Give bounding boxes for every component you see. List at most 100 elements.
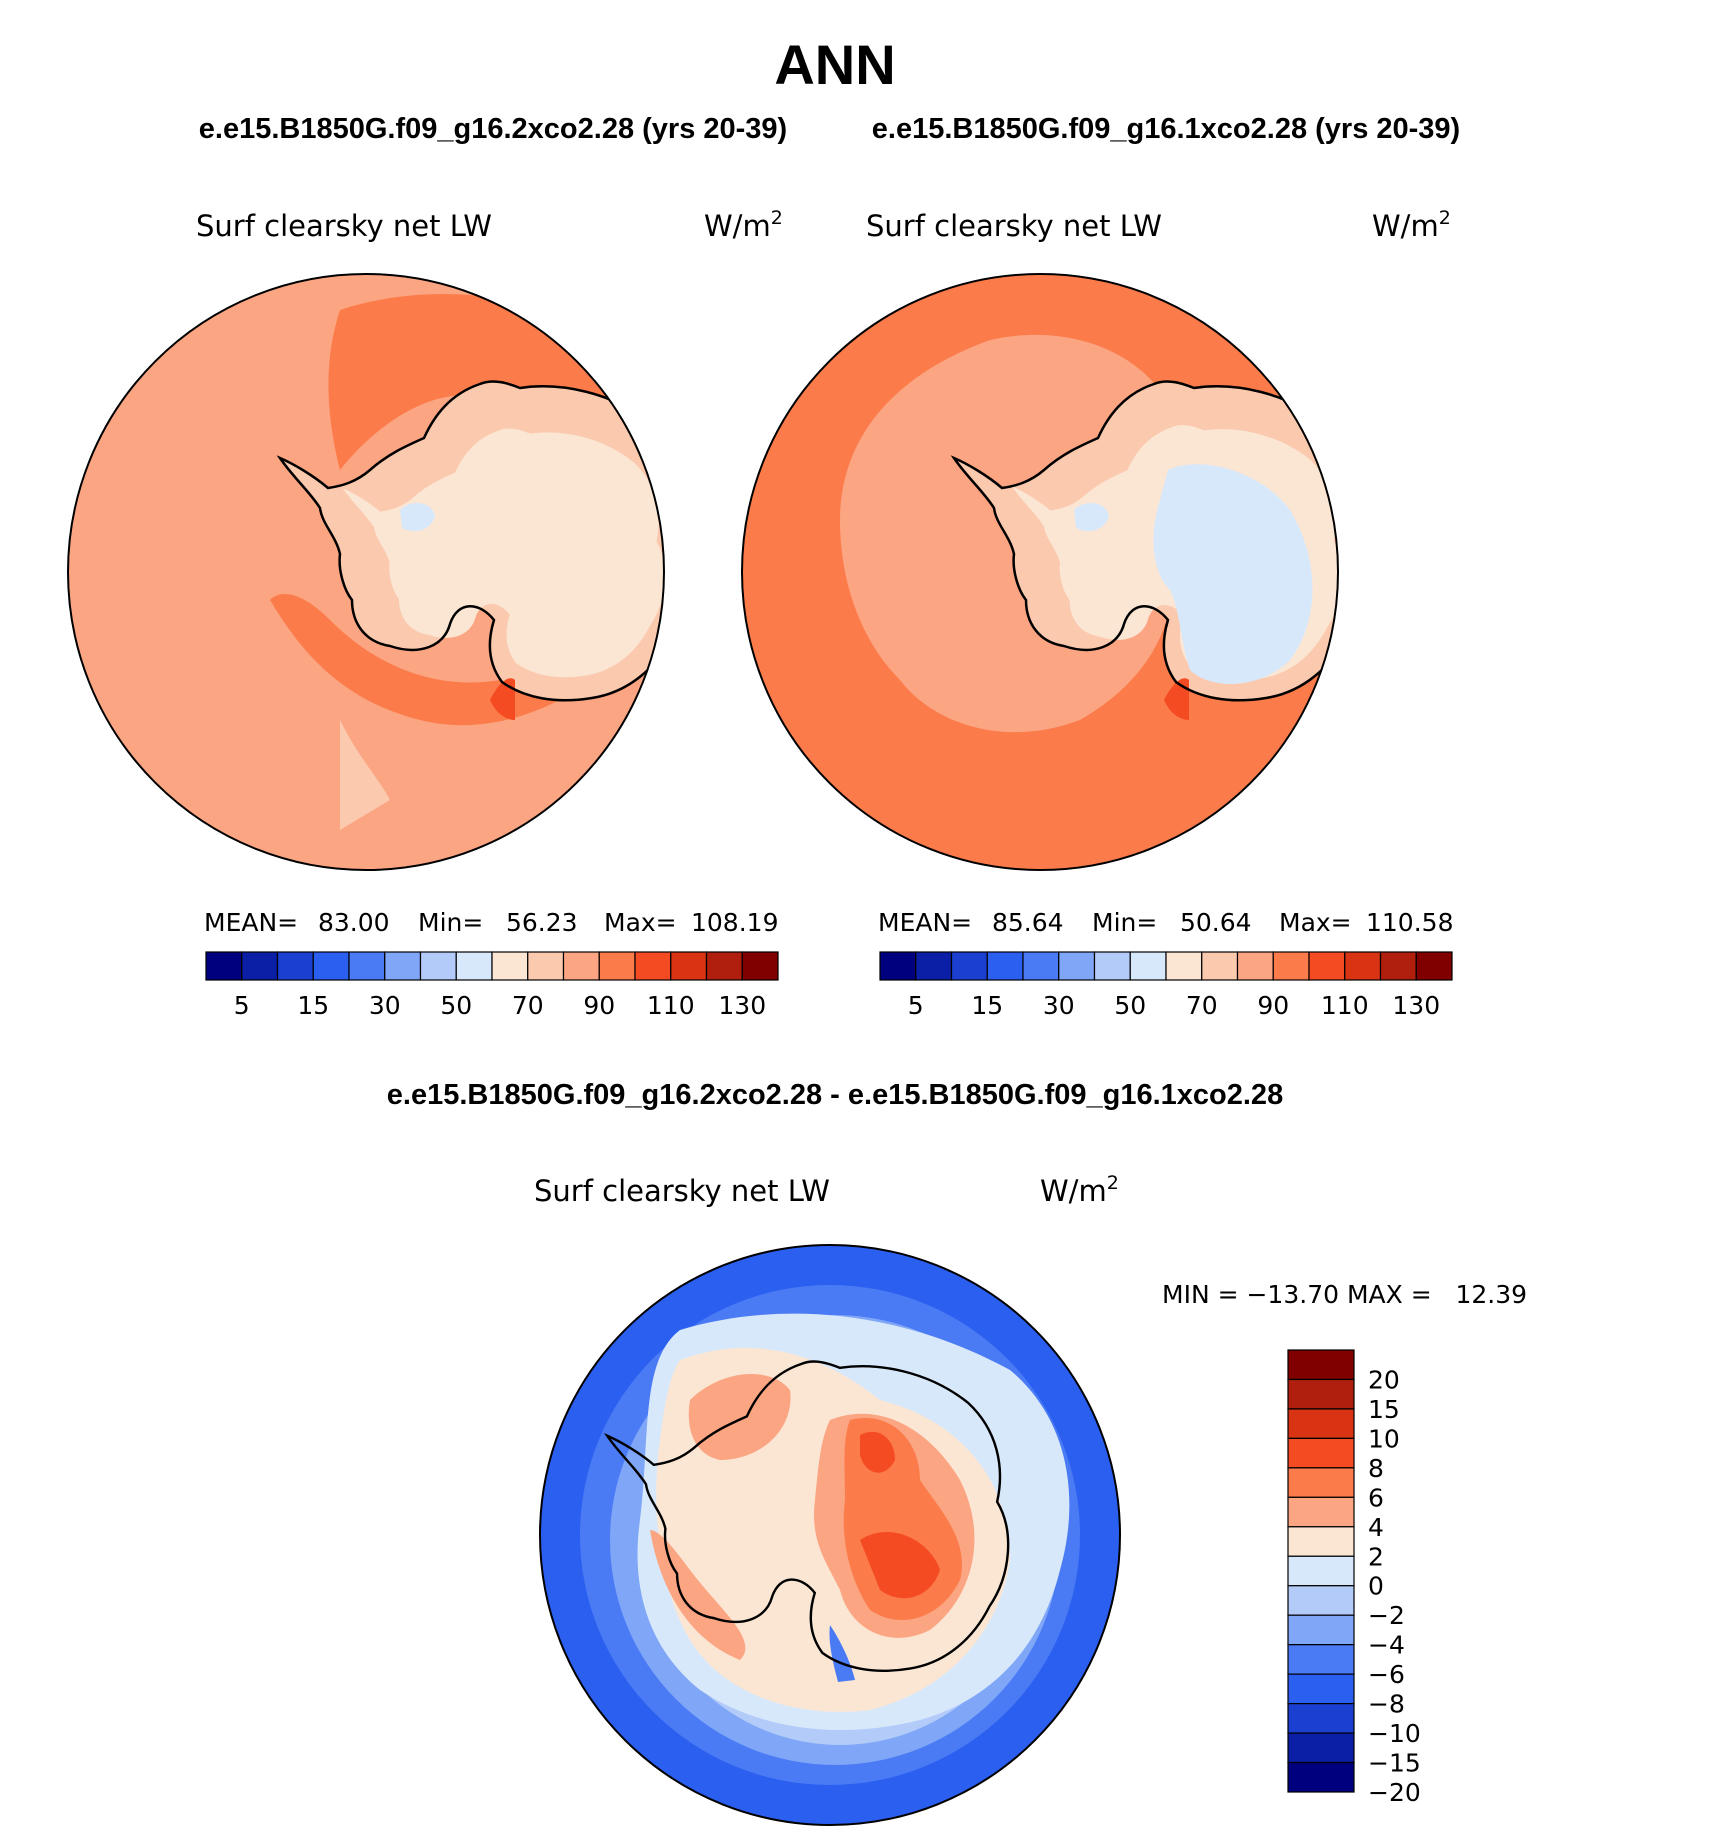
left-mean-value: 83.00 <box>318 908 390 937</box>
left-mean-label: MEAN= <box>204 908 298 937</box>
diff-colorbar-box-4 <box>1287 1467 1355 1498</box>
panel-right: Surf clearsky net LW W/m2 MEAN= 85.64 Mi… <box>741 207 1453 1020</box>
diff-colorbar-tick-label: 8 <box>1368 1454 1384 1483</box>
left-max-value: 108.19 <box>691 908 778 937</box>
left-colorbar-box-9 <box>527 951 565 981</box>
right-colorbar-box-4 <box>1022 951 1060 981</box>
right-colorbar-box-2 <box>950 951 988 981</box>
diff-minmax-label: MIN = −13.70 MAX = 12.39 <box>1162 1280 1527 1309</box>
left-colorbar-tick-label: 5 <box>234 991 250 1020</box>
diff-colorbar-box-1 <box>1287 1378 1355 1410</box>
diff-colorbar-tick-label: 4 <box>1368 1513 1384 1542</box>
diff-colorbar-tick-label: −15 <box>1368 1749 1421 1778</box>
left-colorbar-tick-label: 70 <box>512 991 544 1020</box>
diff-colorbar-tick-label: 15 <box>1368 1395 1400 1424</box>
right-map-outline <box>741 273 1339 871</box>
left-colorbar-box-4 <box>348 951 386 981</box>
right-stats: MEAN= 85.64 Min= 50.64 Max= 110.58 <box>878 908 1453 937</box>
right-colorbar-box-15 <box>1415 951 1453 981</box>
diff-colorbar-tick-label: −8 <box>1368 1690 1405 1719</box>
right-colorbar-box-14 <box>1379 951 1417 981</box>
left-colorbar-box-11 <box>598 951 636 981</box>
left-map-outline <box>67 273 665 871</box>
right-min-label: Min= <box>1092 908 1157 937</box>
left-colorbar-tick-label: 30 <box>369 991 401 1020</box>
subtitle-left: e.e15.B1850G.f09_g16.2xco2.28 (yrs 20-39… <box>199 113 787 145</box>
left-colorbar-tick-label: 15 <box>297 991 329 1020</box>
left-min-value: 56.23 <box>506 908 578 937</box>
right-colorbar-box-0 <box>879 951 917 981</box>
right-colorbar-box-1 <box>915 951 953 981</box>
left-colorbar-box-10 <box>562 951 600 981</box>
right-colorbar-tick-label: 90 <box>1257 991 1289 1020</box>
diff-colorbar-tick-label: 10 <box>1368 1424 1400 1453</box>
right-mean-value: 85.64 <box>992 908 1064 937</box>
diff-units-label: W/m2 <box>1040 1172 1119 1208</box>
left-colorbar-box-3 <box>312 951 350 981</box>
diff-colorbar-tick-label: 2 <box>1368 1542 1384 1571</box>
left-variable-label: Surf clearsky net LW <box>196 209 492 243</box>
diff-colorbar-box-6 <box>1287 1526 1355 1557</box>
panel-left: Surf clearsky net LW W/m2 MEAN= 83.00 Mi… <box>67 207 783 1020</box>
left-colorbar-tick-label: 90 <box>583 991 615 1020</box>
left-colorbar-box-7 <box>455 951 493 981</box>
left-colorbar-box-1 <box>241 951 279 981</box>
right-colorbar-tick-label: 130 <box>1392 991 1440 1020</box>
right-colorbar-tick-label: 110 <box>1321 991 1369 1020</box>
right-colorbar-box-6 <box>1093 951 1131 981</box>
left-colorbar-box-2 <box>276 951 314 981</box>
figure-title: ANN <box>774 33 895 96</box>
right-max-label: Max= <box>1279 908 1352 937</box>
right-units-label: W/m2 <box>1372 207 1451 243</box>
right-colorbar-tick-label: 15 <box>971 991 1003 1020</box>
right-colorbar-box-3 <box>986 951 1024 981</box>
diff-colorbar-tick-label: 20 <box>1368 1365 1400 1394</box>
diff-colorbar-box-8 <box>1287 1585 1355 1616</box>
right-variable-label: Surf clearsky net LW <box>866 209 1162 243</box>
diff-variable-label: Surf clearsky net LW <box>534 1174 830 1208</box>
right-min-value: 50.64 <box>1180 908 1252 937</box>
left-colorbar-box-6 <box>419 951 457 981</box>
diff-colorbar-tick-label: 6 <box>1368 1483 1384 1512</box>
diff-colorbar-box-13 <box>1287 1732 1355 1764</box>
diff-colorbar-box-9 <box>1287 1614 1355 1646</box>
right-colorbar-box-11 <box>1272 951 1310 981</box>
left-max-label: Max= <box>604 908 677 937</box>
diff-colorbar-tick-label: −2 <box>1368 1601 1405 1630</box>
left-units-label: W/m2 <box>704 207 783 243</box>
diff-map <box>540 1245 1120 1825</box>
right-colorbar-tick-label: 5 <box>908 991 924 1020</box>
left-colorbar-box-13 <box>670 951 708 981</box>
diff-colorbar-box-14 <box>1287 1761 1355 1793</box>
diff-colorbar-box-7 <box>1287 1555 1355 1587</box>
diff-colorbar-box-5 <box>1287 1496 1355 1528</box>
right-mean-label: MEAN= <box>878 908 972 937</box>
left-colorbar-tick-label: 130 <box>718 991 766 1020</box>
diff-colorbar-tick-label: −20 <box>1368 1778 1421 1807</box>
left-colorbar-box-5 <box>384 951 422 981</box>
left-stats: MEAN= 83.00 Min= 56.23 Max= 108.19 <box>204 908 778 937</box>
right-colorbar-tick-label: 30 <box>1043 991 1075 1020</box>
left-colorbar-box-15 <box>741 951 779 981</box>
left-min-label: Min= <box>418 908 483 937</box>
diff-colorbar-tick-label: 0 <box>1368 1572 1384 1601</box>
right-max-value: 110.58 <box>1366 908 1453 937</box>
panel-difference: Surf clearsky net LW W/m2 MIN = −13.70 M… <box>534 1172 1527 1826</box>
diff-colorbar-box-2 <box>1287 1408 1355 1440</box>
diff-colorbar-tick-label: −10 <box>1368 1719 1421 1748</box>
right-colorbar-box-9 <box>1201 951 1239 981</box>
left-colorbar-tick-label: 50 <box>440 991 472 1020</box>
left-colorbar-tick-label: 110 <box>647 991 695 1020</box>
diff-colorbar-box-3 <box>1287 1437 1355 1469</box>
diff-colorbar-tick-label: −4 <box>1368 1631 1405 1660</box>
right-colorbar-box-10 <box>1236 951 1274 981</box>
diff-colorbar-tick-label: −6 <box>1368 1660 1405 1689</box>
right-colorbar-box-12 <box>1308 951 1346 981</box>
right-colorbar-box-5 <box>1058 951 1096 981</box>
right-colorbar-box-7 <box>1129 951 1167 981</box>
subtitle-right: e.e15.B1850G.f09_g16.1xco2.28 (yrs 20-39… <box>872 113 1460 145</box>
left-colorbar-box-12 <box>634 951 672 981</box>
diff-colorbar-box-10 <box>1287 1644 1355 1675</box>
